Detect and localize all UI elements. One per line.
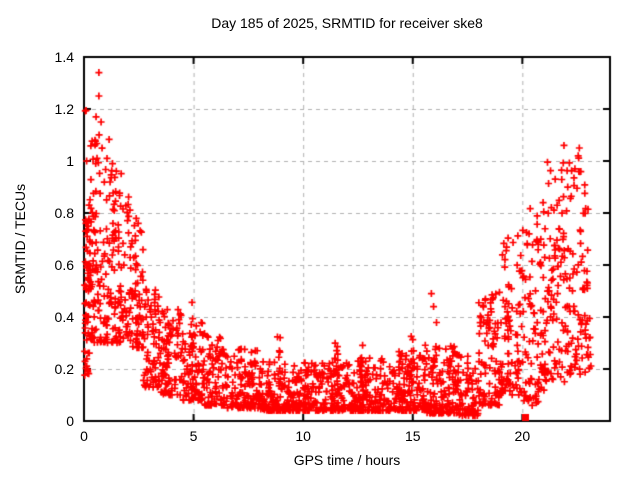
y-tick-label: 0.2 <box>54 361 74 377</box>
y-axis-label: SRMTID / TECUs <box>12 183 28 295</box>
x-tick-label: 5 <box>189 428 198 444</box>
y-tick-label: 0.6 <box>54 257 74 273</box>
y-tick-label: 0.8 <box>54 205 74 221</box>
y-tick-label: 1.4 <box>54 49 74 65</box>
x-tick-label: 10 <box>295 428 311 444</box>
y-tick-label: 1.2 <box>54 101 74 117</box>
x-axis-label: GPS time / hours <box>293 452 401 468</box>
x-tick-label: 20 <box>514 428 531 444</box>
y-tick-label: 0 <box>66 413 74 429</box>
y-tick-label: 0.4 <box>54 309 74 325</box>
chart-title: Day 185 of 2025, SRMTID for receiver ske… <box>211 15 483 31</box>
x-tick-label: 15 <box>404 428 421 444</box>
x-tick-label: 0 <box>80 428 88 444</box>
y-tick-label: 1 <box>66 153 74 169</box>
